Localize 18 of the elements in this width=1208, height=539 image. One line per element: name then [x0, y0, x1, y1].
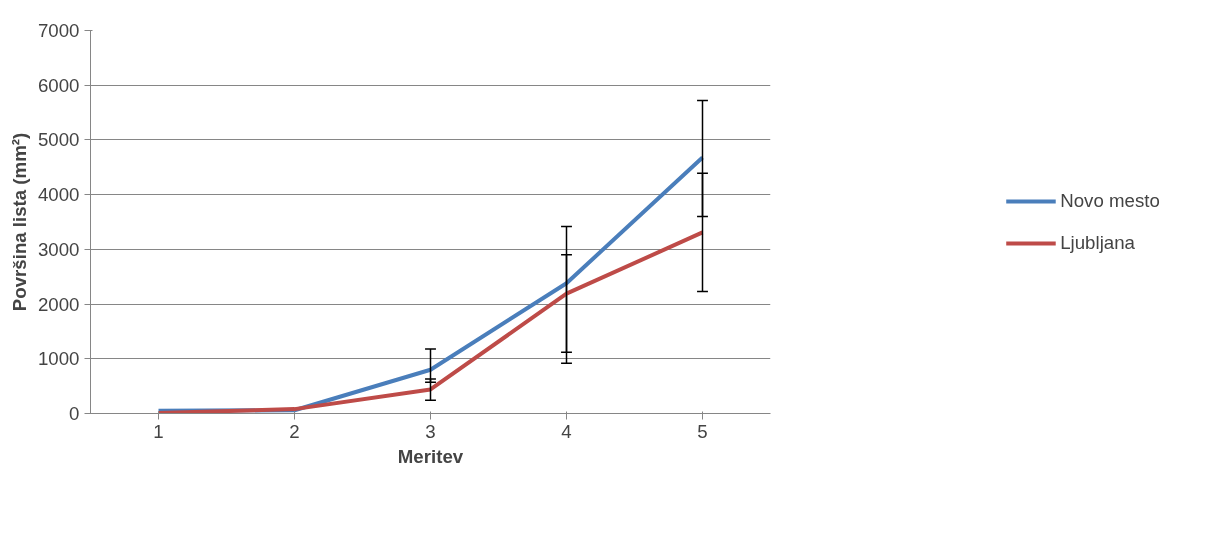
legend-label: Ljubljana — [1060, 231, 1135, 254]
x-axis-title: Meritev — [397, 445, 464, 467]
y-tick-label: 3000 — [38, 238, 80, 260]
y-axis-title: Površina lista (mm²) — [9, 132, 30, 312]
y-tick-label: 5000 — [38, 129, 80, 151]
x-tick-label: 1 — [153, 420, 164, 442]
x-tick-label: 4 — [561, 420, 572, 442]
y-tick-label: 1000 — [38, 348, 80, 370]
line-series — [156, 230, 705, 414]
x-tick-label: 2 — [289, 420, 300, 442]
x-tick-label: 5 — [697, 420, 708, 442]
y-tick-label: 0 — [69, 403, 80, 424]
y-tick-label: 6000 — [38, 74, 80, 96]
y-tick-label: 4000 — [38, 184, 80, 206]
y-tick-label: 2000 — [38, 293, 80, 315]
legend-label: Novo mesto — [1060, 189, 1160, 212]
y-tick-label: 7000 — [38, 20, 80, 41]
x-tick-label: 3 — [425, 420, 436, 442]
